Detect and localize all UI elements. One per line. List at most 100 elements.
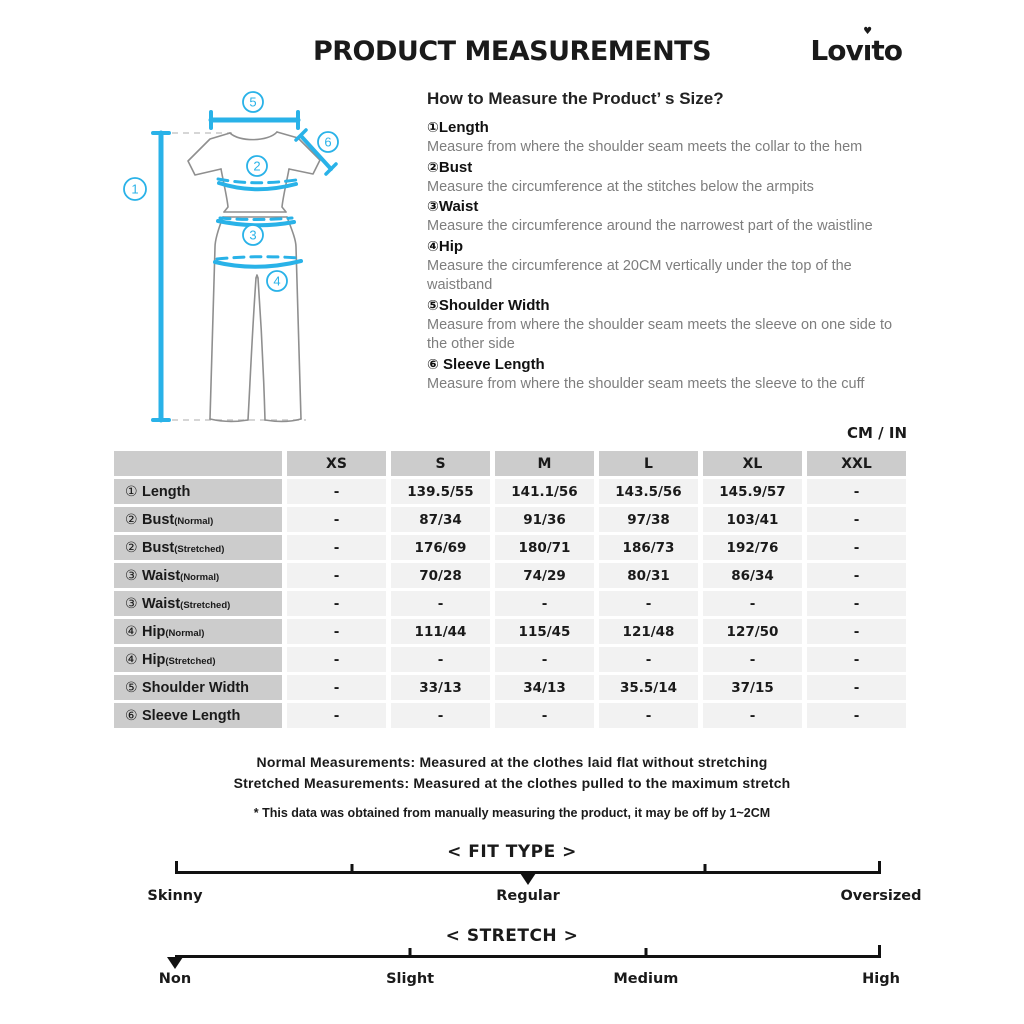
size-value-cell: 186/73 [599,535,698,560]
stretch-labels: Non Slight Medium High [159,971,900,991]
brand-logo: Lovı ♥ to [810,26,903,68]
size-value-cell: 103/41 [703,507,802,532]
size-value-cell: - [807,535,906,560]
size-value-cell: 97/38 [599,507,698,532]
row-label: ② Bust(Stretched) [114,535,282,560]
scale-tick [644,948,648,958]
size-value-cell: - [807,591,906,616]
item-number: ② [427,159,439,176]
item-description: Measure from where the shoulder seam mee… [427,375,865,392]
size-value-cell: 86/34 [703,563,802,588]
item-description: Measure the circumference at the stitche… [427,178,814,195]
fit-type-label-skinny: Skinny [147,888,203,904]
how-to-item-length: ①Length Measure from where the shoulder … [427,118,905,158]
diagram-marker-5: 5 [242,91,264,113]
waist-measure-line [216,216,296,228]
row-label: ④ Hip(Normal) [114,619,282,644]
size-value-cell: 143.5/56 [599,479,698,504]
row-label: ① Length [114,479,282,504]
size-value-cell: 111/44 [391,619,490,644]
item-number: ⑤ [427,297,439,314]
table-row: ② Bust(Stretched) -176/69 180/71 186/73 192/… [114,535,906,560]
item-description: Measure the circumference at 20CM vertic… [427,257,852,294]
size-value-cell: 115/45 [495,619,594,644]
size-value-cell: - [287,563,386,588]
size-column-header: XL [703,451,802,476]
fit-type-labels: Skinny Regular Oversized [147,888,921,908]
size-value-cell: 180/71 [495,535,594,560]
scale-tick [703,864,706,874]
size-value-cell: 34/13 [495,675,594,700]
item-label: Sleeve Length [438,355,545,373]
table-row: ② Bust(Normal) -87/34 91/36 97/38 103/41- [114,507,906,532]
scale-line [175,871,881,874]
size-value-cell: 192/76 [703,535,802,560]
size-value-cell: - [807,479,906,504]
fit-type-label-regular: Regular [496,888,560,904]
size-value-cell: 139.5/55 [391,479,490,504]
size-value-cell: 87/34 [391,507,490,532]
how-to-measure-section: How to Measure the Product’ s Size? ①Len… [427,89,905,394]
brand-letter-i: ı ♥ [862,26,873,68]
size-value-cell: 176/69 [391,535,490,560]
shoulder-width-measure-line [208,110,301,130]
svg-text:2: 2 [253,159,260,174]
diagram-marker-3: 3 [242,224,264,246]
svg-text:3: 3 [249,228,256,243]
scale-tick [408,948,412,958]
size-value-cell: - [287,647,386,672]
size-value-cell: - [287,507,386,532]
how-to-item-waist: ③Waist Measure the circumference around … [427,197,905,237]
size-value-cell: - [287,619,386,644]
size-value-cell: 91/36 [495,507,594,532]
how-to-item-sleeve-length: ⑥ Sleeve Length Measure from where the s… [427,355,905,395]
size-value-cell: - [807,563,906,588]
size-value-cell: - [391,703,490,728]
table-row: ④ Hip(Stretched) - - - - - - [114,647,906,672]
svg-text:1: 1 [131,182,138,197]
item-label: Hip [438,237,464,255]
item-label: Length [438,119,489,136]
size-value-cell: 141.1/56 [495,479,594,504]
size-value-cell: - [287,675,386,700]
diagram-markers: 1 2 3 4 5 6 [123,91,339,292]
diagram-marker-6: 6 [317,131,339,153]
measurements-table: XS S M L XL XXL ① Length -139.5/55 141.1/56 143.5… [109,448,911,731]
how-to-item-hip: ④Hip Measure the circumference at 20CM v… [427,237,905,296]
table-row: ① Length -139.5/55 141.1/56 143.5/56 145.9/5… [114,479,906,504]
size-value-cell: 70/28 [391,563,490,588]
note-disclaimer: * This data was obtained from manually m… [253,806,771,820]
size-value-cell: - [807,703,906,728]
svg-text:6: 6 [324,135,331,150]
diagram-marker-1: 1 [123,177,147,201]
table-row: ⑥ Sleeve Length - - - - - - [114,703,906,728]
size-value-cell: 37/15 [703,675,802,700]
item-label: Shoulder Width [438,296,550,314]
size-value-cell: - [807,619,906,644]
how-to-item-bust: ②Bust Measure the circumference at the s… [427,158,905,198]
size-value-cell: - [807,647,906,672]
length-measure-line [151,130,171,423]
size-column-header: XS [287,451,386,476]
item-description: Measure the circumference around the nar… [427,218,873,234]
page-title: PRODUCT MEASUREMENTS [312,36,712,67]
table-row: ③ Waist(Normal) -70/28 74/29 80/31 86/34- [114,563,906,588]
svg-text:4: 4 [273,274,280,289]
item-description: Measure from where the shoulder seam mee… [427,316,893,353]
stretch-label-medium: Medium [613,971,679,987]
fit-type-scale [175,861,881,885]
size-value-cell: - [599,703,698,728]
table-row: ③ Waist(Stretched) - - - - - - [114,591,906,616]
corner-cell [114,451,282,476]
measure-lines [151,110,338,423]
size-value-cell: 33/13 [391,675,490,700]
size-value-cell: - [287,535,386,560]
size-value-cell: - [287,703,386,728]
size-value-cell: - [807,675,906,700]
fit-type-marker-icon [520,873,536,885]
item-label: Bust [438,158,473,176]
size-value-cell: - [391,647,490,672]
size-value-cell: - [287,479,386,504]
bust-measure-line [216,177,298,192]
size-value-cell: - [703,703,802,728]
